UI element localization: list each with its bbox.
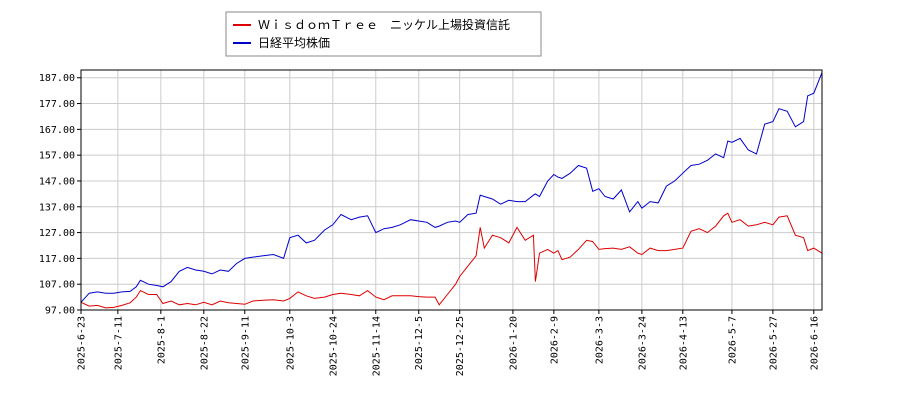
series-layer	[80, 72, 823, 309]
x-tick-label: 2026-4-13	[678, 316, 689, 370]
y-tick-label: 157.00	[39, 151, 75, 162]
x-tick-label: 2026-3-24	[637, 316, 648, 370]
legend: ＷｉｓｄｏｍＴｒｅｅ ニッケル上場投資信託 日経平均株価	[225, 11, 542, 57]
x-tick-label: 2026-5-27	[768, 316, 779, 370]
plot-frame	[80, 69, 823, 311]
legend-label-nickel: ＷｉｓｄｏｍＴｒｅｅ ニッケル上場投資信託	[258, 17, 510, 32]
x-tick-label: 2026-6-16	[809, 316, 820, 370]
y-axis: 187.00 177.00 167.00 157.00 147.00 137.00 127.…	[39, 73, 81, 317]
x-tick-label: 2026-2-9	[549, 316, 560, 364]
x-tick-label: 2025-12-5	[414, 316, 425, 370]
legend-box	[225, 11, 542, 57]
x-tick-label: 2025-11-14	[371, 316, 382, 376]
x-tick-label: 2025-10-24	[328, 316, 339, 376]
x-tick-label: 2025-12-25	[455, 316, 466, 376]
x-tick-label: 2025-10-3	[285, 316, 296, 370]
x-tick-label: 2026-5-7	[727, 316, 738, 364]
legend-label-nikkei: 日経平均株価	[258, 35, 330, 50]
x-axis: 2025-6-23 2025-7-11 2025-8-1 2025-8-22 2025-…	[77, 310, 820, 376]
y-tick-label: 147.00	[39, 176, 75, 187]
series-line-nickel	[80, 212, 823, 309]
y-tick-label: 107.00	[39, 280, 75, 291]
grid	[80, 70, 822, 311]
y-tick-label: 137.00	[39, 202, 75, 213]
x-tick-label: 2026-3-3	[594, 316, 605, 364]
series-line-nikkei	[80, 72, 823, 303]
x-tick-label: 2025-8-1	[156, 316, 167, 364]
x-tick-label: 2025-8-22	[199, 316, 210, 370]
x-tick-label: 2025-7-11	[113, 316, 124, 370]
y-tick-label: 167.00	[39, 125, 75, 136]
x-tick-label: 2025-9-11	[240, 316, 251, 370]
plot-background	[81, 70, 822, 310]
y-tick-label: 97.00	[45, 306, 75, 317]
y-tick-label: 177.00	[39, 99, 75, 110]
x-tick-label: 2026-1-20	[508, 316, 519, 370]
y-tick-label: 117.00	[39, 254, 75, 265]
y-tick-label: 127.00	[39, 228, 75, 239]
x-tick-label: 2025-6-23	[77, 316, 88, 370]
y-tick-label: 187.00	[39, 73, 75, 84]
